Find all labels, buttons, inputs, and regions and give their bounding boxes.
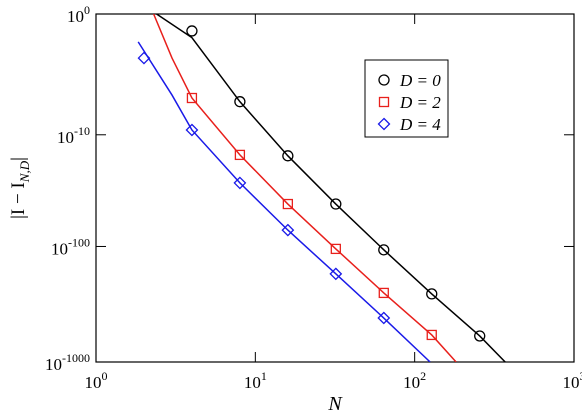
marker <box>330 198 342 210</box>
marker <box>233 176 247 190</box>
marker <box>378 244 390 256</box>
y-label-main: |I − I <box>8 182 29 219</box>
marker <box>330 243 341 255</box>
marker <box>377 311 391 325</box>
fit-line <box>152 14 457 362</box>
tick-label: 101 <box>244 369 267 392</box>
marker <box>234 149 246 161</box>
tick-label: 10-1000 <box>45 351 90 374</box>
tick-label: 10-10 <box>57 124 90 147</box>
tick-exponent: 1 <box>261 369 267 383</box>
tick-base: 10 <box>85 373 102 392</box>
tick-exponent: -1000 <box>62 351 90 365</box>
tick-base: 10 <box>51 239 68 258</box>
tick-base: 10 <box>244 373 261 392</box>
marker <box>137 51 151 65</box>
marker <box>378 287 389 299</box>
tick-base: 10 <box>563 373 580 392</box>
marker <box>426 288 438 300</box>
tick-label: 10-100 <box>51 235 90 258</box>
marker <box>186 92 198 104</box>
tick-exponent: 2 <box>420 369 426 383</box>
tick-base: 10 <box>45 355 62 374</box>
marker <box>234 96 246 108</box>
fit-line <box>156 14 506 362</box>
tick-base: 10 <box>67 7 84 26</box>
legend-marker <box>378 74 390 86</box>
x-axis-label: N <box>327 393 343 415</box>
marker <box>281 223 295 237</box>
tick-label: 103 <box>563 369 582 392</box>
marker <box>185 123 199 137</box>
y-label-subscript: N,D <box>17 160 32 183</box>
marker <box>474 330 486 342</box>
tick-label: 100 <box>85 369 108 392</box>
tick-base: 10 <box>57 128 74 147</box>
legend-label: D = 4 <box>399 115 441 134</box>
marker <box>426 329 437 341</box>
tick-exponent: 0 <box>84 3 90 17</box>
legend-label: D = 0 <box>399 71 441 90</box>
tick-label: 102 <box>403 369 426 392</box>
tick-base: 10 <box>403 373 420 392</box>
marker <box>329 267 343 281</box>
marker <box>282 198 294 210</box>
legend-marker <box>378 96 390 108</box>
legend-label: D = 2 <box>399 93 441 112</box>
tick-exponent: 3 <box>580 369 582 383</box>
y-axis-label: |I − IN,D| <box>8 157 32 219</box>
tick-exponent: -10 <box>74 124 90 138</box>
tick-exponent: 0 <box>102 369 108 383</box>
tick-exponent: -100 <box>68 235 90 249</box>
y-label-end: | <box>8 157 29 161</box>
legend-marker <box>377 117 391 131</box>
plot-frame <box>95 13 575 363</box>
tick-label: 100 <box>67 3 90 26</box>
fit-line <box>137 41 431 362</box>
marker <box>282 150 294 162</box>
marker <box>186 25 198 37</box>
